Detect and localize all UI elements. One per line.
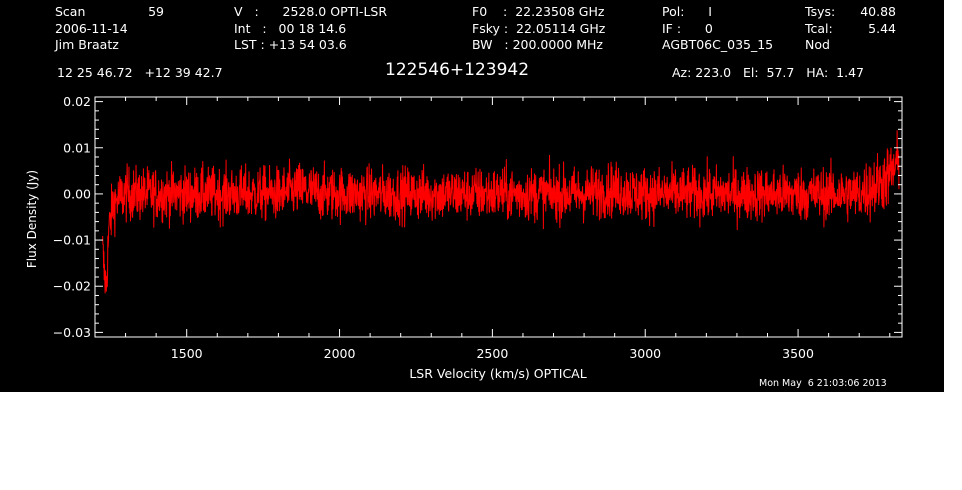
y-tick-label: −0.02 [53, 279, 91, 294]
y-tick-label: 0.01 [63, 140, 91, 155]
scan-label: Scan [55, 4, 86, 19]
tsys-label: Tsys: [805, 4, 836, 19]
if-line: IF : 0 [662, 21, 713, 36]
observation-date: 2006-11-14 [55, 21, 128, 36]
spectrum-trace [102, 130, 900, 294]
fsky-line: Fsky : 22.05114 GHz [472, 21, 606, 36]
observing-mode: Nod [805, 37, 830, 52]
lst-line: LST : +13 54 03.6 [234, 37, 347, 52]
tsys-value: 40.88 [860, 4, 896, 19]
polarization-line: Pol: I [662, 4, 712, 19]
observer-name: Jim Braatz [55, 37, 119, 52]
scan-value: 59 [148, 4, 164, 19]
source-name-title: 122546+123942 [385, 60, 530, 80]
source-coordinates: 12 25 46.72 +12 39 42.7 [57, 65, 223, 80]
integration-line: Int : 00 18 14.6 [234, 21, 347, 36]
trace-layer [102, 130, 900, 294]
y-tick-label: −0.03 [53, 325, 91, 340]
y-tick-label: 0.00 [63, 186, 91, 201]
bandwidth-line: BW : 200.0000 MHz [472, 37, 603, 52]
x-tick-label: 3500 [782, 346, 814, 361]
plot-panel: Scan 59 2006-11-14 Jim Braatz V : 2528.0… [0, 0, 944, 392]
x-tick-label: 2500 [476, 346, 508, 361]
x-axis-label: LSR Velocity (km/s) OPTICAL [409, 366, 586, 381]
x-tick-label: 3000 [629, 346, 661, 361]
project-id: AGBT06C_035_15 [662, 37, 774, 52]
plot-timestamp: Mon May 6 21:03:06 2013 [759, 378, 887, 389]
tcal-label: Tcal: [805, 21, 833, 36]
y-axis-label: Flux Density (Jy) [25, 170, 39, 268]
x-tick-label: 2000 [324, 346, 356, 361]
x-tick-label: 1500 [171, 346, 203, 361]
y-tick-label: −0.01 [53, 233, 91, 248]
f0-line: F0 : 22.23508 GHz [472, 4, 605, 19]
az-el-ha-readout: Az: 223.0 El: 57.7 HA: 1.47 [672, 65, 865, 80]
velocity-line: V : 2528.0 OPTI-LSR [234, 4, 388, 19]
tcal-value: 5.44 [868, 21, 896, 36]
y-tick-label: 0.02 [63, 94, 91, 109]
tick-layer: 1500 2000 2500 3000 3500 −0.03 −0.02 −0.01 0.00 0… [53, 94, 902, 361]
plot-frame [94, 96, 903, 338]
spectrum-chart: 1500 2000 2500 3000 3500 −0.03 −0.02 −0.01 0.00 0… [25, 94, 903, 381]
